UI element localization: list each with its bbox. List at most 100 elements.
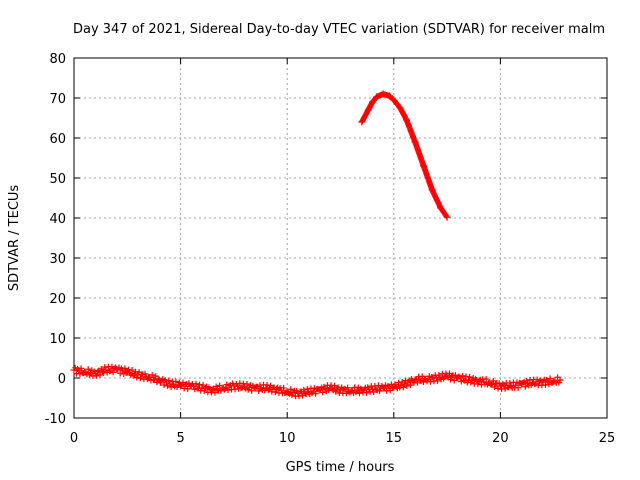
data-point [315,386,323,394]
data-point [165,377,172,384]
data-point [187,382,195,390]
data-point [454,374,462,382]
data-point [395,379,402,386]
data-point [368,98,376,106]
data-point [386,92,394,100]
data-point [272,389,279,396]
data-point [443,213,450,220]
x-tick-label: 10 [279,431,296,446]
data-point [411,138,419,146]
data-point [78,365,85,372]
data-point [422,375,430,383]
data-point [145,373,153,381]
data-point [285,390,292,397]
data-point [518,380,526,388]
data-point [312,390,319,397]
data-point [332,388,339,395]
data-point [491,384,498,391]
data-point [539,378,547,386]
data-point [483,376,490,383]
data-point [287,386,294,393]
data-point [522,383,529,390]
data-point [326,384,334,392]
data-point [466,373,473,380]
y-tick-label: 30 [49,252,66,267]
data-point [219,384,227,392]
data-point [515,384,522,391]
data-point [230,382,238,390]
data-point [373,93,381,101]
data-point [337,386,344,394]
data-point [97,371,104,378]
data-point [198,384,206,392]
data-point [319,389,326,396]
data-point [133,374,140,381]
data-point [486,379,494,387]
data-point [368,385,376,393]
y-tick-label: 40 [49,212,66,227]
y-axis-label: SDTVAR / TECUs [7,185,22,292]
x-axis-label: GPS time / hours [286,460,395,475]
data-point [390,383,398,391]
data-point [411,376,419,384]
data-point [428,186,436,194]
data-point [85,366,92,373]
data-point [437,204,445,212]
data-point [556,376,564,384]
data-point [550,377,558,385]
data-point [177,381,185,389]
chart-title: Day 347 of 2021, Sidereal Day-to-day VTE… [73,22,605,37]
data-point [379,384,387,392]
data-point [519,379,526,386]
data-point [273,385,281,393]
data-point [113,365,121,373]
data-point [496,382,504,390]
data-point [528,379,536,387]
x-tick-label: 15 [386,431,403,446]
data-point [543,376,550,383]
data-point [344,384,351,391]
data-point [294,389,302,397]
data-point [396,104,404,112]
data-point [123,368,131,376]
data-point [347,387,355,395]
x-tick-label: 20 [492,431,509,446]
data-point [251,384,259,392]
series-low [72,363,562,400]
data-point [280,384,287,391]
data-point [134,371,142,379]
data-point [434,377,441,384]
data-point [496,380,503,387]
data-point [523,377,530,384]
data-point [121,365,128,372]
data-point [129,367,136,374]
data-point [468,377,475,384]
x-tick-label: 0 [70,431,78,446]
data-point [507,382,515,390]
data-point [447,376,454,383]
data-point [403,116,411,124]
y-tick-label: 50 [49,172,66,187]
data-point [91,369,99,377]
data-point [379,90,387,98]
data-point [200,382,207,389]
y-tick-label: 10 [49,332,66,347]
data-point [363,389,370,396]
y-tick-label: -10 [45,412,66,427]
data-point [70,366,78,374]
data-point [192,380,199,387]
y-tick-label: 20 [49,292,66,307]
data-point [352,389,359,396]
data-point [288,392,295,399]
data-point [110,369,117,376]
data-point [172,378,179,385]
data-point [213,383,220,390]
data-point [209,386,217,394]
data-point [305,388,313,396]
ticks: 0 5 10 15 20 25 -10 0 10 20 30 40 50 60 70 80 [45,52,616,446]
data-point [300,386,307,393]
data-point [81,368,89,376]
data-point [443,372,451,380]
data-point [149,372,156,379]
